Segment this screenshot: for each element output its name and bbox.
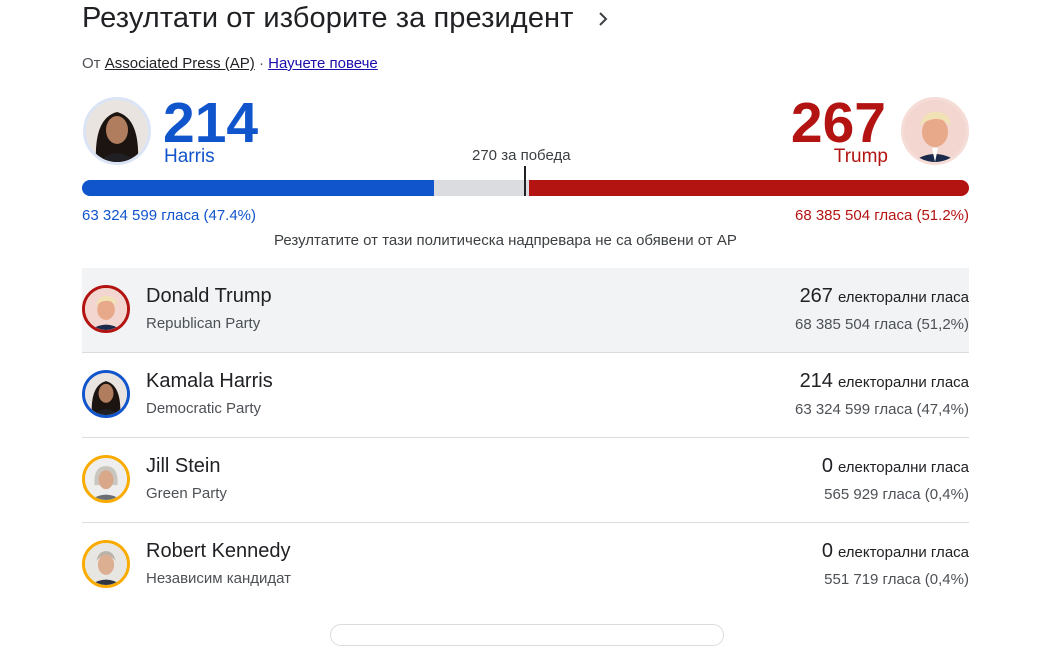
harris-avatar (82, 370, 130, 418)
table-row[interactable]: Jill Stein Green Party 0 електорални глас… (82, 438, 969, 523)
harris-popular-votes: 63 324 599 гласа (47.4%) (82, 207, 257, 224)
kennedy-avatar (82, 540, 130, 588)
electoral-count: 214 (799, 370, 833, 392)
candidate-popular: 551 719 гласа (0,4%) (824, 571, 969, 588)
electoral-label: електорални гласа (837, 459, 969, 476)
trump-popular-votes: 68 385 504 гласа (51.2%) (794, 207, 969, 224)
to-win-label: 270 за победа (472, 147, 571, 164)
race-status-note: Резултатите от тази политическа надпрева… (274, 232, 737, 249)
chevron-right-icon[interactable] (596, 11, 610, 26)
electoral-count: 267 (799, 285, 833, 307)
source-prefix: От (82, 55, 101, 72)
candidate-popular: 63 324 599 гласа (47,4%) (794, 401, 969, 418)
candidates-table: Donald Trump Republican Party 267 електор… (82, 268, 969, 608)
electoral-count: 0 (821, 455, 833, 477)
electoral-label: електорални гласа (837, 289, 969, 306)
harris-electoral-count: 214 (163, 91, 259, 155)
candidate-name: Donald Trump (146, 285, 272, 307)
table-row[interactable]: Kamala Harris Democratic Party 214 електо… (82, 353, 969, 438)
candidate-popular: 68 385 504 гласа (51,2%) (794, 316, 969, 333)
table-row[interactable]: Donald Trump Republican Party 267 електор… (82, 268, 969, 353)
stein-avatar (82, 455, 130, 503)
page-title: Резултати от изборите за президент (82, 2, 574, 34)
trump-bar-fill (528, 180, 969, 196)
candidate-electoral: 0 електорални гласа (822, 540, 969, 563)
source-separator: · (258, 55, 264, 72)
harris-bar-fill (82, 180, 434, 196)
candidate-name: Jill Stein (146, 455, 221, 477)
source-link[interactable]: Associated Press (AP) (104, 55, 255, 72)
candidate-party: Democratic Party (146, 400, 262, 417)
candidate-name: Robert Kennedy (146, 540, 291, 562)
candidate-party: Republican Party (146, 315, 261, 332)
show-more-button[interactable] (330, 624, 724, 646)
electoral-count: 0 (821, 540, 833, 562)
candidate-electoral: 0 електорални гласа (822, 455, 969, 478)
trump-avatar (901, 97, 969, 165)
candidate-party: Независим кандидат (146, 570, 292, 587)
learn-more-link[interactable]: Научете повече (268, 55, 378, 72)
harris-avatar (83, 97, 151, 165)
harris-label: Harris (164, 146, 215, 167)
candidate-popular: 565 929 гласа (0,4%) (824, 486, 969, 503)
candidate-name: Kamala Harris (146, 370, 273, 392)
trump-label: Trump (833, 146, 888, 167)
table-row[interactable]: Robert Kennedy Независим кандидат 0 елект… (82, 523, 969, 608)
candidate-electoral: 267 електорални гласа (800, 285, 969, 308)
header: Резултати от изборите за президент (82, 2, 610, 35)
win-threshold-marker (524, 166, 526, 196)
trump-avatar (82, 285, 130, 333)
electoral-label: електорални гласа (837, 544, 969, 561)
electoral-label: електорални гласа (837, 374, 969, 391)
candidate-electoral: 214 електорални гласа (800, 370, 969, 393)
trump-electoral-count: 267 (790, 91, 886, 155)
candidate-party: Green Party (146, 485, 227, 502)
source-line: От Associated Press (AP) · Научете повеч… (82, 55, 378, 72)
